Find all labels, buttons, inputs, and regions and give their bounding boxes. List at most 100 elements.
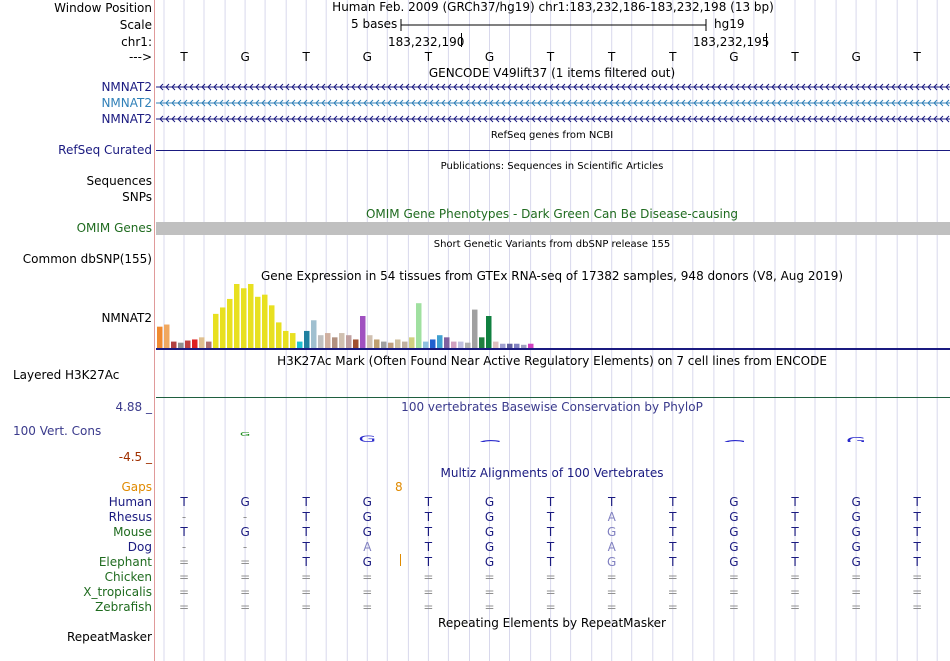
repeatmasker-label[interactable]: RepeatMasker [66, 630, 152, 644]
scale-bar [400, 19, 707, 31]
alignment-base: G [484, 555, 495, 569]
alignment-base: = [606, 570, 617, 584]
alignment-base: T [669, 540, 677, 554]
gencode-gene-label-3[interactable]: NMNAT2 [101, 112, 152, 126]
gtex-tissue-bar [241, 288, 247, 348]
species-label-elephant[interactable]: Elephant [98, 555, 152, 569]
alignment-base: G [729, 555, 739, 569]
gtex-tissue-bar [486, 316, 492, 348]
multiz-gaps-value: 8 [395, 480, 403, 494]
alignment-base: T [302, 495, 310, 509]
phylop-label[interactable]: 100 Vert. Cons [13, 424, 102, 438]
refseq-label[interactable]: RefSeq Curated [58, 143, 152, 157]
gtex-tissue-bar [192, 339, 198, 348]
alignment-base: T [913, 555, 921, 569]
dbsnp-track-title[interactable]: Short Genetic Variants from dbSNP releas… [433, 239, 671, 250]
alignment-base: T [424, 555, 433, 569]
gencode-gene-models[interactable] [156, 81, 950, 127]
sequence-base: G [729, 50, 739, 64]
gtex-track-title[interactable]: Gene Expression in 54 tissues from GTEx … [260, 269, 844, 283]
multiz-track-title[interactable]: Multiz Alignments of 100 Vertebrates [440, 466, 664, 480]
alignment-base: = [178, 555, 190, 569]
gencode-gene-label-2[interactable]: NMNAT2 [101, 96, 152, 110]
repeatmasker-track-title[interactable]: Repeating Elements by RepeatMasker [438, 616, 666, 630]
alignment-base: G [240, 525, 250, 539]
gencode-track-title[interactable]: GENCODE V49lift37 (1 items filtered out) [428, 66, 676, 80]
phylop-track-title[interactable]: 100 vertebrates Basewise Conservation by… [401, 400, 703, 414]
gtex-tissue-bar [472, 309, 478, 348]
alignment-base: G [729, 495, 739, 509]
phylop-logo-row[interactable]: G G G G G [156, 428, 950, 442]
alignment-base: - [181, 540, 187, 554]
label-separator [154, 0, 155, 661]
gtex-tissue-bar [318, 335, 324, 348]
gtex-bar-chart[interactable] [156, 282, 950, 352]
alignment-base: T [302, 525, 310, 539]
gtex-tissue-bar [521, 344, 527, 348]
gtex-tissue-bar [451, 341, 457, 348]
refseq-gene-line[interactable] [156, 150, 950, 151]
publications-sequences-label[interactable]: Sequences [86, 174, 152, 188]
alignment-base: = [912, 585, 923, 599]
sequence-base: G [851, 50, 861, 64]
alignment-base: T [546, 555, 555, 569]
alignment-base: T [180, 525, 188, 539]
alignment-base: A [607, 510, 616, 524]
gtex-tissue-bar [248, 284, 254, 348]
species-label-mouse[interactable]: Mouse [113, 525, 152, 539]
alignment-base: = [789, 600, 801, 614]
alignment-base: T [546, 495, 555, 509]
gtex-tissue-bar [514, 343, 520, 348]
phylop-max-label: 4.88 _ [115, 400, 152, 414]
alignment-base: G [362, 495, 372, 509]
gtex-tissue-bar [444, 337, 450, 348]
h3k27ac-track-title[interactable]: H3K27Ac Mark (Often Found Near Active Re… [277, 354, 827, 368]
alignment-base: T [424, 525, 433, 539]
scale-assembly-text: hg19 [714, 17, 745, 31]
alignment-base: T [546, 525, 555, 539]
omim-label[interactable]: OMIM Genes [76, 221, 152, 235]
alignment-base: = [240, 570, 251, 584]
alignment-base: = [789, 570, 801, 584]
gtex-tissue-bar [213, 313, 219, 348]
alignment-base: T [669, 525, 677, 539]
alignment-base: = [423, 600, 434, 614]
gencode-gene-label-1[interactable]: NMNAT2 [101, 80, 152, 94]
species-label-dog[interactable]: Dog [127, 540, 152, 554]
species-label-rhesus[interactable]: Rhesus [108, 510, 152, 524]
alignment-base: = [362, 570, 373, 584]
alignment-base: G [484, 495, 495, 509]
alignment-base: T [302, 510, 310, 524]
dbsnp-label[interactable]: Common dbSNP(155) [22, 252, 152, 266]
alignment-base: T [791, 555, 799, 569]
alignment-base: - [242, 510, 248, 524]
h3k27ac-label[interactable]: Layered H3K27Ac [13, 368, 120, 382]
species-label-human[interactable]: Human [108, 495, 152, 509]
publications-snps-label[interactable]: SNPs [122, 190, 152, 204]
alignment-base: = [851, 600, 862, 614]
window-position-label: Window Position [54, 1, 152, 15]
sequence-base: T [913, 50, 921, 64]
gtex-tissue-bar [528, 343, 534, 348]
gtex-tissue-bar [283, 330, 289, 348]
sequence-base: T [791, 50, 799, 64]
alignment-base: T [180, 495, 188, 509]
sequence-base: T [302, 50, 310, 64]
refseq-track-title[interactable]: RefSeq genes from NCBI [490, 130, 614, 141]
alignment-base: = [178, 585, 190, 599]
elephant-gap-marker [400, 554, 401, 566]
species-label-chicken[interactable]: Chicken [104, 570, 152, 584]
species-label-zebrafish[interactable]: Zebrafish [95, 600, 152, 614]
species-label-x_tropicalis[interactable]: X_tropicalis [83, 585, 152, 599]
publications-track-title[interactable]: Publications: Sequences in Scientific Ar… [440, 161, 664, 172]
alignment-base: = [545, 570, 556, 584]
gtex-tissue-bar [290, 333, 296, 348]
alignment-base: T [669, 555, 677, 569]
gencode-strand-chevrons [159, 99, 950, 107]
alignment-base: = [423, 585, 434, 599]
omim-track-title[interactable]: OMIM Gene Phenotypes - Dark Green Can Be… [365, 207, 739, 221]
gtex-label[interactable]: NMNAT2 [101, 311, 152, 325]
base-grid [163, 0, 938, 661]
alignment-base: T [791, 540, 799, 554]
omim-gene-bar[interactable] [156, 222, 950, 235]
